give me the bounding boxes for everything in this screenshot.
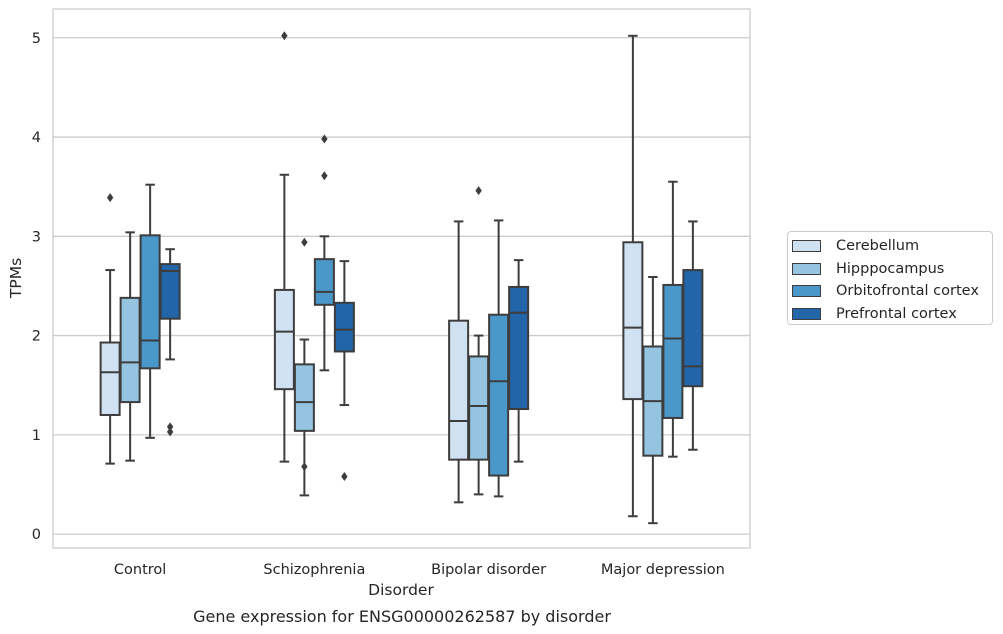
legend-item: Prefrontal cortex	[788, 303, 992, 326]
legend-label: Prefrontal cortex	[836, 305, 957, 322]
iqr-box	[488, 313, 510, 477]
iqr-box	[159, 263, 181, 320]
legend-label: Cerebellum	[836, 238, 920, 255]
iqr-box	[662, 283, 684, 419]
box-orbitofrontal-cortex	[488, 219, 510, 498]
iqr-box	[508, 285, 530, 411]
iqr-box	[119, 296, 141, 404]
box-prefrontal-cortex	[682, 220, 704, 451]
y-tick-label: 5	[32, 31, 41, 47]
box-hipppocampus	[642, 276, 664, 525]
x-tick-label: Major depression	[601, 562, 725, 578]
box-cerebellum	[622, 34, 644, 518]
box-cerebellum	[99, 193, 121, 465]
plot-frame	[52, 8, 751, 549]
iqr-box	[333, 301, 355, 353]
y-tick-labels: 0 1 2 3 4 5	[32, 31, 41, 543]
box-cerebellum	[448, 220, 470, 504]
box-hipppocampus	[468, 186, 490, 496]
y-tick-label: 0	[32, 527, 41, 543]
x-tick-label: Control	[114, 562, 166, 578]
x-tick-label: Schizophrenia	[263, 562, 365, 578]
box-hipppocampus	[119, 231, 141, 462]
box-prefrontal-cortex	[159, 248, 181, 437]
x-tick-label: Bipolar disorder	[431, 562, 546, 578]
outlier-point	[341, 472, 348, 482]
legend-swatch	[792, 285, 821, 298]
legend-swatch	[792, 262, 821, 275]
legend-label: Hipppocampus	[836, 260, 945, 277]
legend-item: Hipppocampus	[788, 258, 992, 281]
y-axis-title: TPMs	[7, 258, 25, 299]
box-prefrontal-cortex	[333, 260, 355, 482]
iqr-box	[273, 288, 295, 391]
legend: Cerebellum Hipppocampus Orbitofrontal cort…	[787, 231, 993, 325]
legend-item: Orbitofrontal cortex	[788, 280, 992, 303]
box-prefrontal-cortex	[508, 259, 530, 463]
y-tick-label: 3	[32, 229, 41, 245]
outlier-point	[475, 186, 482, 196]
outlier-point	[301, 237, 308, 247]
iqr-box	[468, 355, 490, 461]
y-tick-label: 4	[32, 130, 41, 146]
legend-item: Cerebellum	[788, 235, 992, 258]
box-hipppocampus	[293, 237, 315, 497]
legend-swatch	[792, 307, 821, 320]
box-orbitofrontal-cortex	[313, 134, 335, 372]
outlier-point	[321, 171, 328, 181]
outlier-point	[166, 427, 174, 437]
chart-caption: Gene expression for ENSG00000262587 by d…	[193, 607, 611, 626]
iqr-box	[313, 258, 335, 306]
iqr-box	[682, 269, 704, 388]
y-tick-label: 1	[32, 428, 41, 444]
box-orbitofrontal-cortex	[662, 180, 684, 458]
outlier-point	[166, 422, 174, 432]
box-cerebellum	[273, 31, 295, 463]
x-tick-labels: Control Schizophrenia Bipolar disorder Majo…	[114, 562, 725, 578]
iqr-box	[448, 319, 470, 461]
y-tick-label: 2	[32, 329, 41, 345]
legend-label: Orbitofrontal cortex	[836, 283, 979, 300]
iqr-box	[622, 241, 644, 401]
legend-swatch	[792, 240, 821, 253]
box-orbitofrontal-cortex	[139, 183, 161, 439]
boxes	[99, 31, 704, 525]
outlier-point	[281, 31, 288, 41]
iqr-box	[293, 363, 315, 432]
iqr-box	[99, 341, 121, 416]
outlier-point	[106, 193, 114, 203]
iqr-box	[139, 234, 161, 370]
x-axis-title: Disorder	[368, 581, 434, 599]
outlier-point	[301, 462, 308, 472]
outlier-point	[321, 134, 328, 144]
